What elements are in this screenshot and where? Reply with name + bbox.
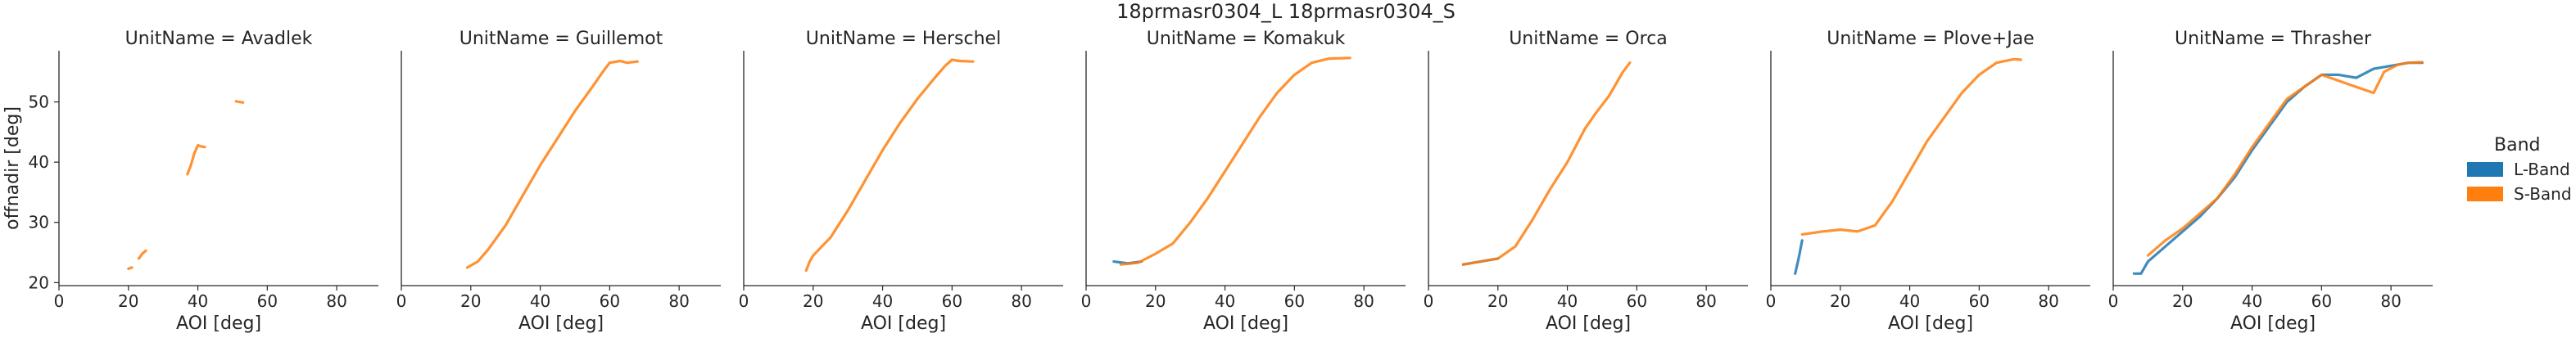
facet-panel: UnitName = Avadlek 0 20 40 60 80 AOI [deg] 20 30… <box>2 29 378 334</box>
x-axis-label: AOI [deg] <box>1888 313 1973 334</box>
facet-title: UnitName = Orca <box>1509 29 1668 49</box>
x-tick-label: 40 <box>530 291 550 311</box>
facet-title: UnitName = Guillemot <box>460 29 663 49</box>
facet-panel: UnitName = Guillemot 0 20 40 60 80 AOI [deg] <box>396 29 721 334</box>
x-tick-label: 20 <box>2172 291 2193 311</box>
y-tick-label: 50 <box>29 92 49 112</box>
facet-panel: UnitName = Herschel 0 20 40 60 80 AOI [deg] <box>739 29 1063 334</box>
x-tick-label: 40 <box>1215 291 1235 311</box>
chart-suptitle: 18prmasr0304_L 18prmasr0304_S <box>1116 0 1456 23</box>
legend-label-s-band: S-Band <box>2514 184 2572 204</box>
series-line-s-band <box>2146 61 2424 257</box>
x-tick-label: 80 <box>1011 291 1031 311</box>
x-axis-label: AOI [deg] <box>861 313 946 334</box>
x-tick-label: 0 <box>54 291 65 311</box>
x-tick-label: 80 <box>1695 291 1716 311</box>
facet-title: UnitName = Thrasher <box>2175 29 2372 49</box>
series-line-l-band <box>1794 239 1804 275</box>
series-line-s-band <box>186 143 206 176</box>
x-tick-label: 0 <box>1766 291 1777 311</box>
x-tick-label: 40 <box>1899 291 1920 311</box>
legend: Band L-Band S-Band <box>2467 135 2572 204</box>
x-tick-label: 60 <box>1969 291 1990 311</box>
x-tick-label: 0 <box>1081 291 1092 311</box>
x-tick-label: 80 <box>668 291 689 311</box>
facet-panel: UnitName = Plove+Jae 0 20 40 60 80 AOI [deg] <box>1766 29 2090 334</box>
y-tick-label: 30 <box>29 213 49 232</box>
facet-title: UnitName = Avadlek <box>125 29 313 49</box>
x-tick-label: 60 <box>1627 291 1647 311</box>
legend-swatch-l-band <box>2467 162 2503 177</box>
x-tick-label: 60 <box>942 291 962 311</box>
legend-title: Band <box>2494 135 2540 155</box>
x-tick-label: 60 <box>1284 291 1305 311</box>
x-tick-label: 20 <box>1145 291 1166 311</box>
facet-panel: UnitName = Orca 0 20 40 60 80 AOI [deg] <box>1424 29 1748 334</box>
y-tick-label: 40 <box>29 152 49 172</box>
x-tick-label: 20 <box>1830 291 1850 311</box>
legend-swatch-s-band <box>2467 187 2503 201</box>
x-axis-label: AOI [deg] <box>1203 313 1288 334</box>
series-line-l-band <box>2132 61 2424 275</box>
series-line-s-band <box>234 100 245 104</box>
x-tick-label: 0 <box>739 291 749 311</box>
facet-title: UnitName = Herschel <box>806 29 1001 49</box>
x-axis-label: AOI [deg] <box>1546 313 1631 334</box>
x-tick-label: 80 <box>2380 291 2401 311</box>
series-line-s-band <box>1119 56 1351 266</box>
series-line-s-band <box>127 266 134 270</box>
x-tick-label: 0 <box>396 291 407 311</box>
x-axis-label: AOI [deg] <box>518 313 604 334</box>
x-tick-label: 40 <box>2242 291 2262 311</box>
series-line-s-band <box>1461 61 1632 266</box>
x-tick-label: 80 <box>326 291 346 311</box>
x-tick-label: 60 <box>257 291 278 311</box>
x-tick-label: 80 <box>1353 291 1374 311</box>
x-tick-label: 60 <box>600 291 620 311</box>
series-line-s-band <box>465 59 639 269</box>
series-line-s-band <box>1800 57 2022 236</box>
facet-panels: UnitName = Avadlek 0 20 40 60 80 AOI [deg] 20 30… <box>2 29 2433 334</box>
x-tick-label: 40 <box>872 291 893 311</box>
y-axis-label: offnadir [deg] <box>2 106 23 230</box>
x-tick-label: 80 <box>2038 291 2058 311</box>
x-tick-label: 20 <box>803 291 823 311</box>
legend-label-l-band: L-Band <box>2514 160 2570 179</box>
facet-panel: UnitName = Thrasher 0 20 40 60 80 AOI [deg] <box>2108 29 2433 334</box>
x-tick-label: 0 <box>1424 291 1434 311</box>
x-axis-label: AOI [deg] <box>176 313 261 334</box>
y-tick-label: 20 <box>29 273 49 292</box>
x-tick-label: 40 <box>188 291 208 311</box>
series-line-s-band <box>804 58 975 273</box>
x-tick-label: 20 <box>1487 291 1508 311</box>
x-axis-label: AOI [deg] <box>2230 313 2316 334</box>
x-tick-label: 40 <box>1557 291 1578 311</box>
facet-panel: UnitName = Komakuk 0 20 40 60 80 AOI [deg] <box>1081 29 1406 334</box>
facet-title: UnitName = Plove+Jae <box>1827 29 2034 49</box>
x-tick-label: 0 <box>2108 291 2119 311</box>
series-line-s-band <box>137 249 147 260</box>
x-tick-label: 60 <box>2311 291 2332 311</box>
x-tick-label: 20 <box>460 291 481 311</box>
x-tick-label: 20 <box>118 291 138 311</box>
facet-title: UnitName = Komakuk <box>1147 29 1346 49</box>
